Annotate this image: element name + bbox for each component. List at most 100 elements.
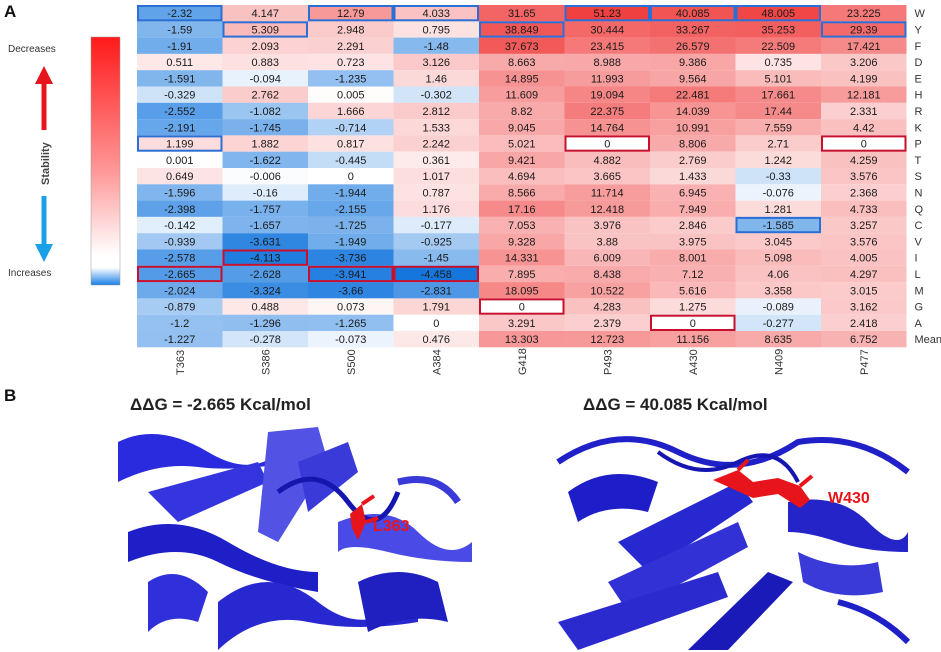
heatmap-cell-value: -2.665 (164, 269, 195, 281)
heatmap-cell-value: -1.745 (250, 122, 281, 134)
heatmap-cell (650, 233, 736, 250)
heatmap-cell-value: 0.883 (251, 57, 279, 69)
heatmap-cell (222, 102, 308, 120)
heatmap-cell-value: 3.576 (850, 171, 878, 183)
highlight-box-red (650, 314, 736, 332)
heatmap-cell-value: 26.579 (676, 41, 710, 53)
heatmap-cell (137, 249, 223, 266)
heatmap-cell-value: 1.281 (764, 204, 792, 216)
heatmap-cell-value: -0.879 (164, 302, 195, 314)
heatmap-cell-value: 48.005 (761, 8, 795, 20)
left-ddg-title: ΔΔG = -2.665 Kcal/mol (130, 395, 311, 414)
heatmap-cell-value: 3.291 (508, 318, 536, 330)
highlight-box-blue (393, 5, 479, 22)
highlight-box-blue (735, 216, 821, 234)
heatmap-cell (479, 216, 565, 234)
row-label: K (915, 122, 923, 134)
heatmap-cell (564, 265, 650, 283)
panel-label-a: A (4, 2, 17, 21)
heatmap-cell (222, 86, 308, 103)
heatmap-cell-value: -0.089 (763, 302, 794, 314)
highlight-box-red (821, 135, 907, 152)
heatmap-cell (137, 53, 223, 71)
heatmap-cell-value: -3.324 (250, 285, 281, 297)
heatmap-cell (137, 21, 223, 38)
heatmap-cell (735, 102, 821, 120)
heatmap-cell-value: 7.053 (508, 220, 536, 232)
highlight-box-blue (137, 135, 223, 152)
heatmap-cell (650, 282, 736, 299)
heatmap-cell-value: 0 (690, 318, 696, 330)
heatmap-cell-value: 8.988 (593, 57, 621, 69)
heatmap-cell-value: -2.578 (164, 253, 195, 265)
heatmap-cell-value: 4.42 (853, 122, 874, 134)
heatmap-cell-value: 3.126 (422, 57, 450, 69)
heatmap-cell-value: -1.91 (167, 41, 192, 53)
row-label: R (915, 106, 923, 118)
heatmap-cell (479, 249, 565, 266)
heatmap-cell (479, 151, 565, 168)
heatmap-cell-value: -1.725 (335, 220, 366, 232)
heatmap-cell (393, 314, 479, 331)
heatmap-cell (393, 119, 479, 136)
heatmap-cell-value: -3.66 (338, 285, 363, 297)
heatmap-cell (393, 102, 479, 120)
heatmap-cell-value: -1.265 (335, 318, 366, 330)
heatmap-cell-value: 14.331 (505, 253, 539, 265)
heatmap-cell (479, 53, 565, 71)
highlight-box-blue (308, 5, 394, 22)
heatmap-cell (308, 331, 394, 348)
heatmap-cell-value: 0.511 (166, 57, 193, 69)
heatmap-cell-value: 0 (433, 318, 439, 330)
heatmap-cell (308, 265, 394, 283)
heatmap-cell (821, 216, 907, 234)
heatmap-cell (564, 53, 650, 71)
heatmap-cell (308, 200, 394, 217)
heatmap-cell (735, 70, 821, 87)
heatmap-cell (222, 53, 308, 71)
heatmap-cell (735, 249, 821, 266)
row-label: S (915, 171, 922, 183)
column-label: G418 (517, 348, 529, 375)
heatmap-cell-value: 11.993 (591, 73, 624, 85)
heatmap-cell (650, 249, 736, 266)
right-residue-label: W430 (828, 490, 870, 507)
heatmap-cell (564, 314, 650, 331)
heatmap-cell (308, 314, 394, 331)
heatmap-cell (137, 200, 223, 217)
heatmap-cell-value: 6.752 (850, 334, 878, 346)
heatmap-cell (308, 5, 394, 22)
heatmap-cell (821, 53, 907, 71)
heatmap-cell (650, 216, 736, 234)
heatmap-cell (393, 216, 479, 234)
heatmap-cell-value: 2.846 (679, 220, 707, 232)
highlight-box-red (393, 265, 479, 283)
heatmap-cell (650, 37, 736, 54)
heatmap-cell-value: -0.445 (335, 155, 366, 167)
heatmap-cell-value: 0 (519, 302, 525, 314)
row-label: V (915, 236, 923, 248)
heatmap-cell (821, 233, 907, 250)
heatmap-cell-value: 4.882 (593, 155, 621, 167)
heatmap-cell (308, 102, 394, 120)
heatmap-cell (479, 298, 565, 315)
heatmap-cell-value: 2.948 (337, 24, 365, 36)
heatmap-cell (479, 37, 565, 54)
highlight-box-blue (735, 5, 821, 22)
heatmap-cell-value: -1.591 (164, 73, 195, 85)
heatmap-cell (821, 168, 907, 185)
heatmap-cell (735, 119, 821, 136)
heatmap-cell (735, 282, 821, 299)
heatmap-cell (222, 21, 308, 38)
heatmap-cell (821, 184, 907, 201)
heatmap-cell-value: -0.006 (250, 171, 281, 183)
heatmap-cell (821, 200, 907, 217)
column-label: T363 (175, 350, 187, 375)
heatmap-cell-value: 4.733 (850, 204, 878, 216)
heatmap-cell-value: 12.723 (590, 334, 624, 346)
column-label: S386 (260, 349, 272, 375)
heatmap-cell-value: 9.421 (508, 155, 536, 167)
heatmap-cell (650, 151, 736, 168)
left-residue-label: L363 (373, 518, 410, 535)
row-label: H (915, 90, 923, 102)
